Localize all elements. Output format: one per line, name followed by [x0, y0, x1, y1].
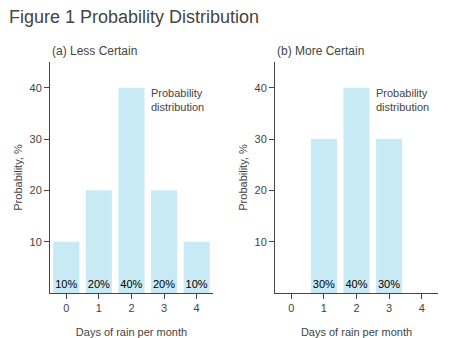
- svg-text:40%: 40%: [345, 278, 367, 290]
- svg-text:0: 0: [288, 302, 294, 314]
- svg-text:20%: 20%: [153, 278, 175, 290]
- svg-text:Figure 1 Probability Distribut: Figure 1 Probability Distribution: [9, 7, 259, 27]
- svg-text:30%: 30%: [313, 278, 335, 290]
- svg-text:Probabilitydistribution: Probabilitydistribution: [151, 87, 204, 113]
- svg-text:10%: 10%: [55, 278, 77, 290]
- svg-text:4: 4: [194, 302, 200, 314]
- svg-text:30%: 30%: [378, 278, 400, 290]
- svg-text:Probability, %: Probability, %: [12, 144, 24, 211]
- svg-text:Days of rain per month: Days of rain per month: [76, 326, 187, 338]
- svg-text:10: 10: [30, 236, 42, 248]
- svg-text:20: 20: [255, 184, 267, 196]
- svg-text:1: 1: [321, 302, 327, 314]
- svg-text:3: 3: [161, 302, 167, 314]
- svg-text:20%: 20%: [88, 278, 110, 290]
- svg-text:20: 20: [30, 184, 42, 196]
- svg-text:Probabilitydistribution: Probabilitydistribution: [376, 87, 429, 113]
- svg-text:Probability, %: Probability, %: [237, 144, 249, 211]
- svg-text:(b) More Certain: (b) More Certain: [277, 44, 364, 58]
- svg-text:40: 40: [255, 82, 267, 94]
- svg-text:40%: 40%: [120, 278, 142, 290]
- svg-text:0: 0: [63, 302, 69, 314]
- svg-text:2: 2: [128, 302, 134, 314]
- svg-text:Days of rain per month: Days of rain per month: [301, 326, 412, 338]
- svg-text:10: 10: [255, 236, 267, 248]
- svg-text:3: 3: [386, 302, 392, 314]
- svg-text:10%: 10%: [186, 278, 208, 290]
- svg-text:40: 40: [30, 82, 42, 94]
- svg-text:30: 30: [255, 133, 267, 145]
- svg-text:(a) Less Certain: (a) Less Certain: [52, 44, 137, 58]
- svg-text:1: 1: [96, 302, 102, 314]
- svg-text:30: 30: [30, 133, 42, 145]
- svg-text:2: 2: [353, 302, 359, 314]
- svg-text:4: 4: [419, 302, 425, 314]
